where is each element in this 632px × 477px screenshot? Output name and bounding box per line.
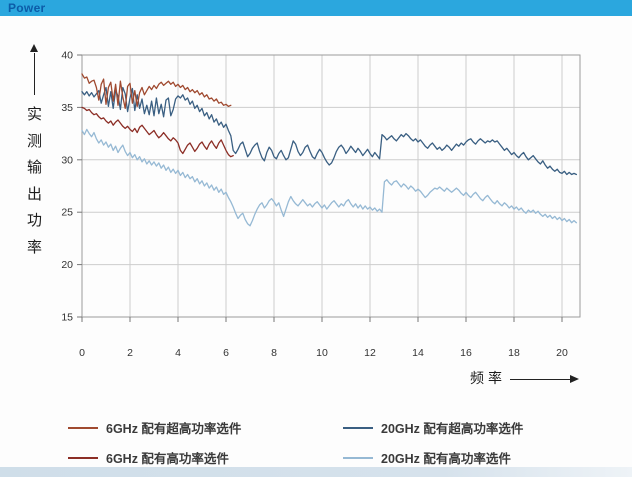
x-axis-arrow-stem [510,379,570,380]
x-tick-label: 2 [127,347,133,359]
x-tick-label: 0 [79,347,85,359]
x-tick-label: 16 [460,347,472,359]
y-tick-label: 35 [61,102,73,114]
y-tick-label: 30 [61,154,73,166]
y-tick-label: 20 [61,259,73,271]
legend-line-swatch [68,456,98,459]
x-tick-label: 14 [412,347,424,359]
x-tick-label: 10 [316,347,328,359]
plot-frame [81,54,581,318]
y-tick-label: 15 [61,312,73,324]
legend-label: 20GHz 配有超高功率选件 [381,422,524,436]
title-bar: Power [0,0,632,16]
series-line-2 [81,86,578,176]
legend-label: 6GHz 配有高功率选件 [106,452,229,466]
legend-item-20ghz-high-power: 20GHz 配有高功率选件 [343,450,511,466]
x-tick-label: 20 [556,347,568,359]
legend-line-swatch [343,456,373,459]
bottom-edge-strip [0,467,632,477]
legend-label: 6GHz 配有超高功率选件 [106,422,242,436]
legend-line-swatch [343,426,373,429]
y-tick-label: 25 [61,207,73,219]
y-tick-label: 40 [61,50,73,62]
x-tick-label: 6 [223,347,229,359]
legend-label: 20GHz 配有高功率选件 [381,452,511,466]
x-tick-label: 4 [175,347,181,359]
y-axis-arrow-icon [30,44,38,52]
series-line-3 [81,128,578,227]
legend-line-swatch [68,426,98,429]
x-tick-label: 12 [364,347,376,359]
chart-plot: 0 2 4 6 8 10 12 14 16 18 20 40 35 30 25 20 15 [61,50,581,359]
x-tick-label: 18 [508,347,520,359]
legend-item-20ghz-ultra-high-power: 20GHz 配有超高功率选件 [343,420,524,436]
legend-item-6ghz-ultra-high-power: 6GHz 配有超高功率选件 [68,420,242,436]
x-axis-label: 频率 [470,370,506,386]
page-title: Power [8,1,46,15]
x-axis-unit: 频率 [470,368,579,388]
x-axis-arrow-icon [570,375,579,383]
series-line-0 [81,73,232,110]
y-axis-label: 实测输出功率 [26,106,42,256]
series-line-1 [81,106,234,158]
legend-item-6ghz-high-power: 6GHz 配有高功率选件 [68,450,229,466]
x-tick-label: 8 [271,347,277,359]
y-axis-arrow-stem [33,53,35,95]
